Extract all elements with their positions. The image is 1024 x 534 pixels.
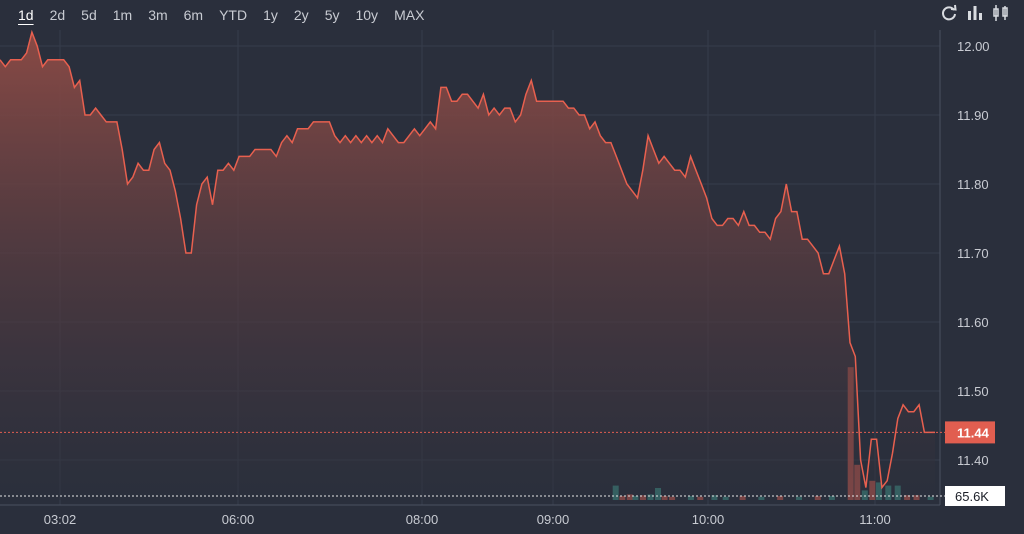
range-1d[interactable]: 1d (18, 7, 34, 23)
range-3m[interactable]: 3m (148, 7, 168, 23)
toolbar: 1d 2d 5d 1m 3m 6m YTD 1y 2y 5y 10y MAX (0, 0, 1024, 30)
x-axis: 03:02 06:00 08:00 09:00 10:00 11:00 (0, 504, 940, 527)
x-tick-label: 03:02 (44, 512, 77, 527)
y-tick-label: 11.40 (957, 453, 989, 468)
range-max[interactable]: MAX (394, 7, 425, 23)
y-axis: 12.00 11.90 11.80 11.70 11.60 11.50 11.40 (939, 30, 990, 505)
x-tick-label: 10:00 (692, 512, 725, 527)
y-tick-label: 11.80 (957, 177, 989, 192)
price-area-fill (0, 32, 935, 500)
refresh-icon[interactable] (940, 4, 958, 22)
range-2d[interactable]: 2d (49, 7, 66, 23)
range-5d[interactable]: 5d (81, 7, 97, 23)
x-tick-label: 11:00 (859, 512, 891, 527)
price-area (0, 29, 935, 500)
range-2y[interactable]: 2y (293, 7, 309, 23)
x-tick-label: 08:00 (406, 512, 439, 527)
x-tick-label: 06:00 (222, 512, 255, 527)
y-tick-label: 11.60 (957, 315, 989, 330)
last-price-badge (945, 421, 995, 444)
range-selector: 1d 2d 5d 1m 3m 6m YTD 1y 2y 5y 10y MAX (10, 0, 432, 30)
y-tick-label: 11.50 (957, 384, 989, 399)
x-tick-label: 09:00 (537, 512, 570, 527)
range-10y[interactable]: 10y (355, 7, 379, 23)
volume-label: 65.6K (955, 489, 989, 504)
y-tick-label: 11.70 (957, 246, 989, 261)
range-1m[interactable]: 1m (112, 7, 133, 23)
bar-chart-icon[interactable] (966, 4, 984, 22)
candlestick-icon[interactable] (992, 4, 1010, 22)
price-badges: 11.44 65.6K (0, 421, 1005, 506)
price-line (0, 29, 935, 490)
range-6m[interactable]: 6m (183, 7, 204, 23)
range-5y[interactable]: 5y (324, 7, 340, 23)
last-price-label: 11.44 (957, 425, 990, 440)
range-1y[interactable]: 1y (263, 7, 278, 23)
range-ytd[interactable]: YTD (219, 7, 248, 23)
chart-tools (940, 4, 1010, 22)
y-tick-label: 11.90 (957, 108, 989, 123)
y-tick-label: 12.00 (957, 39, 990, 54)
volume-badge (945, 486, 1005, 506)
